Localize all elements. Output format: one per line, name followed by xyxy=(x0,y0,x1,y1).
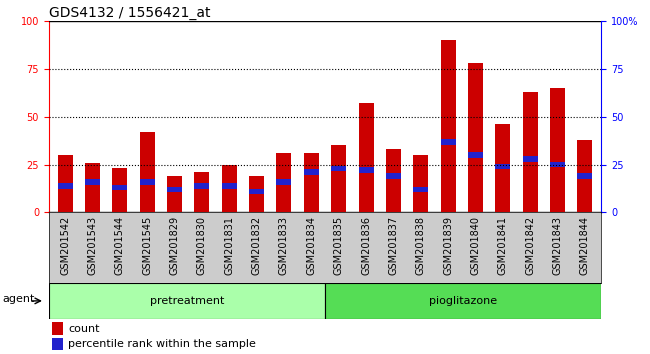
Text: GDS4132 / 1556421_at: GDS4132 / 1556421_at xyxy=(49,6,210,20)
Bar xyxy=(249,176,264,212)
Bar xyxy=(304,153,319,212)
Bar xyxy=(51,322,62,335)
Text: GSM201833: GSM201833 xyxy=(279,216,289,275)
Bar xyxy=(359,167,374,173)
Bar xyxy=(523,156,538,162)
Bar xyxy=(194,183,209,188)
Text: GSM201842: GSM201842 xyxy=(525,216,535,275)
Text: GSM201838: GSM201838 xyxy=(416,216,426,275)
Bar xyxy=(386,149,401,212)
Text: GSM201843: GSM201843 xyxy=(552,216,562,275)
Bar xyxy=(222,165,237,212)
Bar xyxy=(331,166,346,171)
Text: agent: agent xyxy=(3,294,35,304)
Bar xyxy=(331,145,346,212)
Bar xyxy=(577,140,592,212)
Text: GSM201839: GSM201839 xyxy=(443,216,453,275)
Text: GSM201545: GSM201545 xyxy=(142,216,152,275)
Bar xyxy=(441,139,456,144)
Bar xyxy=(222,183,237,188)
Text: GSM201840: GSM201840 xyxy=(471,216,480,275)
Text: pioglitazone: pioglitazone xyxy=(429,296,497,306)
Text: percentile rank within the sample: percentile rank within the sample xyxy=(68,339,256,349)
Bar xyxy=(276,179,291,185)
Text: GSM201544: GSM201544 xyxy=(115,216,125,275)
Bar xyxy=(112,169,127,212)
Bar xyxy=(413,155,428,212)
Bar xyxy=(441,40,456,212)
Bar xyxy=(140,179,155,185)
Bar xyxy=(276,153,291,212)
Text: pretreatment: pretreatment xyxy=(150,296,224,306)
Text: GSM201542: GSM201542 xyxy=(60,216,70,275)
Bar xyxy=(468,152,483,158)
Bar xyxy=(304,169,319,175)
Bar xyxy=(468,63,483,212)
Bar xyxy=(51,338,62,350)
Bar xyxy=(167,187,182,192)
Bar xyxy=(413,187,428,192)
Text: GSM201831: GSM201831 xyxy=(224,216,234,275)
Bar xyxy=(112,185,127,190)
Bar xyxy=(85,179,100,185)
Bar xyxy=(140,132,155,212)
Bar xyxy=(325,283,601,319)
Text: count: count xyxy=(68,324,99,333)
Text: GSM201835: GSM201835 xyxy=(333,216,344,275)
Text: GSM201844: GSM201844 xyxy=(580,216,590,275)
Text: GSM201837: GSM201837 xyxy=(389,216,398,275)
Bar xyxy=(386,173,401,179)
Bar xyxy=(495,164,510,169)
Bar xyxy=(249,188,264,194)
Text: GSM201832: GSM201832 xyxy=(252,216,261,275)
Bar xyxy=(523,92,538,212)
Bar xyxy=(58,183,73,188)
Text: GSM201836: GSM201836 xyxy=(361,216,371,275)
Text: GSM201830: GSM201830 xyxy=(197,216,207,275)
Bar xyxy=(167,176,182,212)
Bar xyxy=(495,125,510,212)
Text: GSM201841: GSM201841 xyxy=(498,216,508,275)
Text: GSM201829: GSM201829 xyxy=(170,216,179,275)
Bar xyxy=(359,103,374,212)
Text: GSM201834: GSM201834 xyxy=(306,216,317,275)
Bar xyxy=(577,173,592,179)
Bar xyxy=(58,155,73,212)
Bar xyxy=(550,88,565,212)
Text: GSM201543: GSM201543 xyxy=(88,216,97,275)
Bar xyxy=(194,172,209,212)
Bar xyxy=(49,283,325,319)
Bar xyxy=(550,162,565,167)
Bar xyxy=(85,163,100,212)
